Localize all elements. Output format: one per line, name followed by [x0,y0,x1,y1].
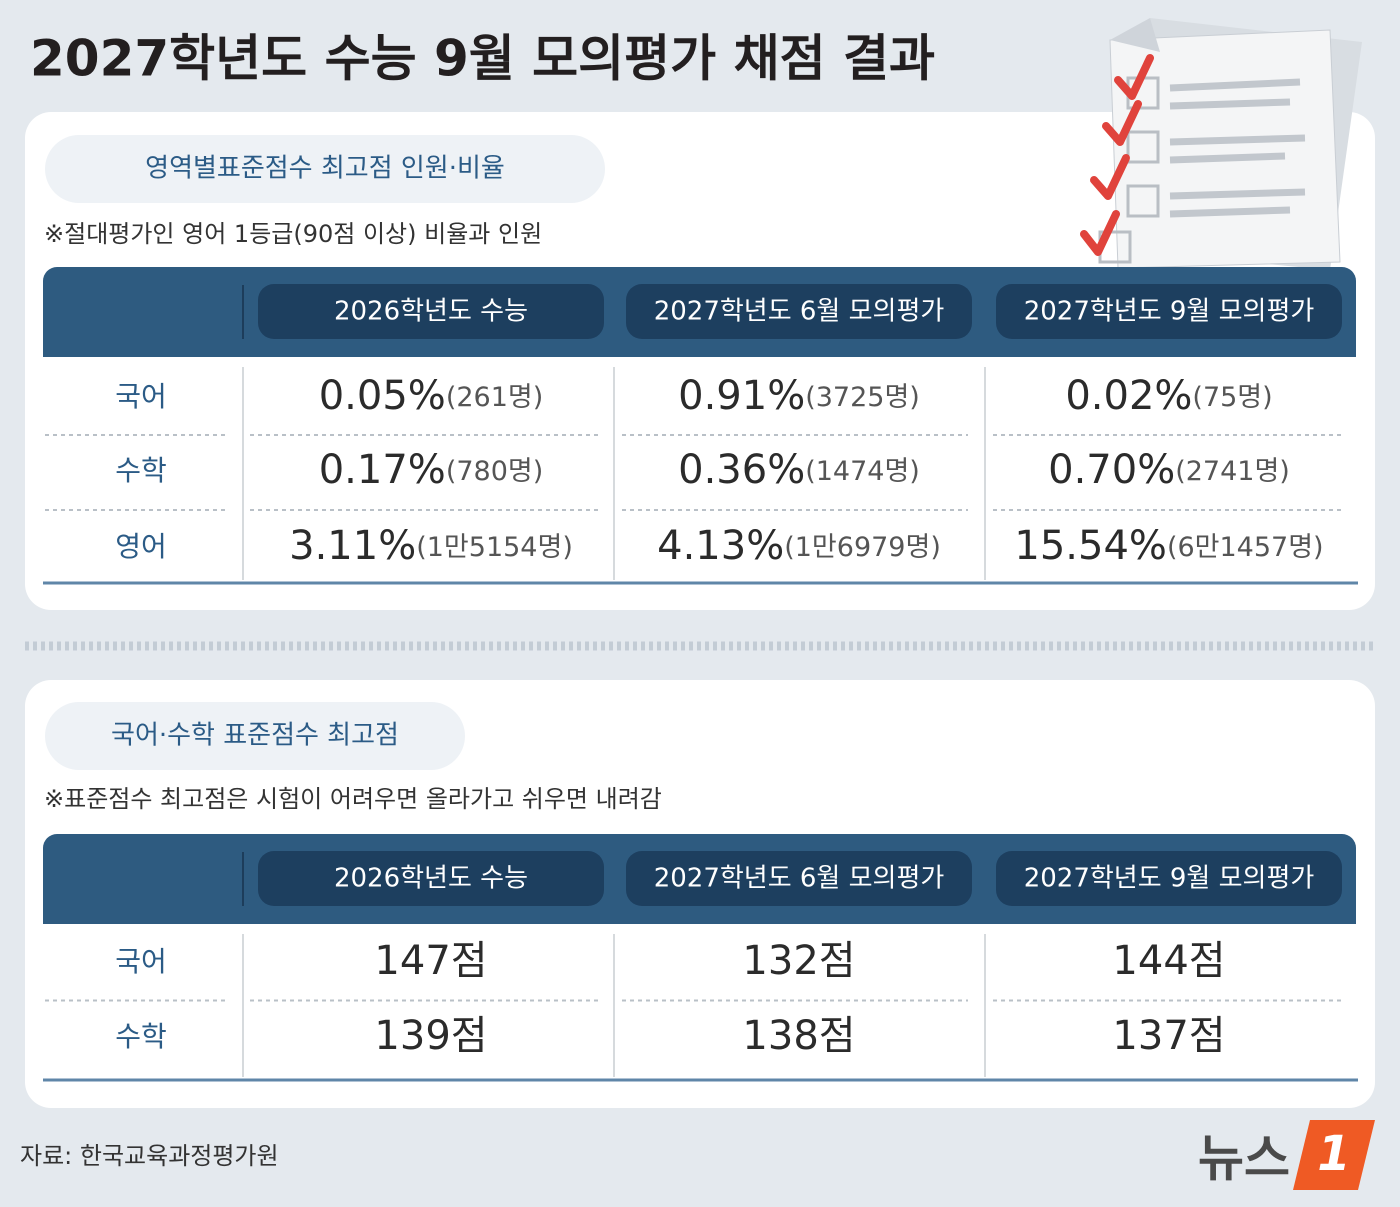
cell: 0.91%(3725명) [678,373,920,419]
cell-count: (6만1457명) [1167,532,1324,563]
cell-score: 132점 [742,938,855,984]
column-header: 2027학년도 6월 모의평가 [654,297,945,327]
logo-text: 뉴스 [1198,1130,1290,1188]
cell-rate: 0.02% [1065,373,1192,419]
cell-rate: 0.05% [319,373,446,419]
cell-rate: 4.13% [657,523,784,569]
cell-count: (261명) [446,382,543,413]
column-pill [626,851,972,906]
cell-count: (1474명) [805,456,920,487]
column-header: 2026학년도 수능 [334,864,528,894]
logo-mark [1293,1120,1375,1190]
source: 자료: 한국교육과정평가원 [20,1142,279,1170]
column-pill [996,851,1342,906]
column-header: 2027학년도 9월 모의평가 [1024,864,1315,894]
row-label: 국어 [115,380,167,413]
cell-rate: 0.91% [678,373,805,419]
cell: 0.05%(261명) [319,373,544,419]
cell: 139점 [374,1013,487,1059]
cell: 0.17%(780명) [319,447,544,493]
cell-count: (3725명) [805,382,920,413]
column-header: 2027학년도 9월 모의평가 [1024,297,1315,327]
cell-score: 144점 [1112,938,1225,984]
cell-count: (1만6979명) [784,532,941,563]
column-pill [258,851,604,906]
logo-number: 1 [1317,1126,1350,1182]
cell-score: 137점 [1112,1013,1225,1059]
cell: 0.70%(2741명) [1048,447,1290,493]
row-label: 수학 [115,1020,167,1053]
cell-count: (780명) [446,456,543,487]
cell-score: 138점 [742,1013,855,1059]
cell-count: (1만5154명) [416,532,573,563]
cell-score: 147점 [374,938,487,984]
section-pill [45,702,465,770]
panel [25,112,1375,610]
cell-rate: 15.54% [1014,523,1167,569]
cell: 137점 [1112,1013,1225,1059]
cell-rate: 0.36% [678,447,805,493]
cell: 138점 [742,1013,855,1059]
row-label: 영어 [115,530,167,563]
cell: 3.11%(1만5154명) [289,523,573,569]
section-label: 영역별표준점수 최고점 인원·비율 [145,154,505,184]
cell: 4.13%(1만6979명) [657,523,941,569]
cell: 144점 [1112,938,1225,984]
column-pill [626,284,972,339]
section-note: ※절대평가인 영어 1등급(90점 이상) 비율과 인원 [44,220,542,248]
section-note: ※표준점수 최고점은 시험이 어려우면 올라가고 쉬우면 내려감 [44,785,662,813]
cell-score: 139점 [374,1013,487,1059]
cell-rate: 0.17% [319,447,446,493]
cell: 0.36%(1474명) [678,447,920,493]
column-header: 2026학년도 수능 [334,297,528,327]
cell: 132점 [742,938,855,984]
cell: 0.02%(75명) [1065,373,1272,419]
cell-count: (75명) [1192,382,1272,413]
section-label: 국어·수학 표준점수 최고점 [111,721,399,751]
checklist-illustration [1080,18,1362,270]
title: 2027학년도 수능 9월 모의평가 채점 결과 [30,30,935,88]
section-pill [45,135,605,203]
row-label: 수학 [115,454,167,487]
cell-rate: 0.70% [1048,447,1175,493]
cell: 147점 [374,938,487,984]
column-pill [996,284,1342,339]
cell-count: (2741명) [1175,456,1290,487]
row-label: 국어 [115,945,167,978]
column-header: 2027학년도 6월 모의평가 [654,864,945,894]
cell: 15.54%(6만1457명) [1014,523,1323,569]
column-pill [258,284,604,339]
cell-rate: 3.11% [289,523,416,569]
